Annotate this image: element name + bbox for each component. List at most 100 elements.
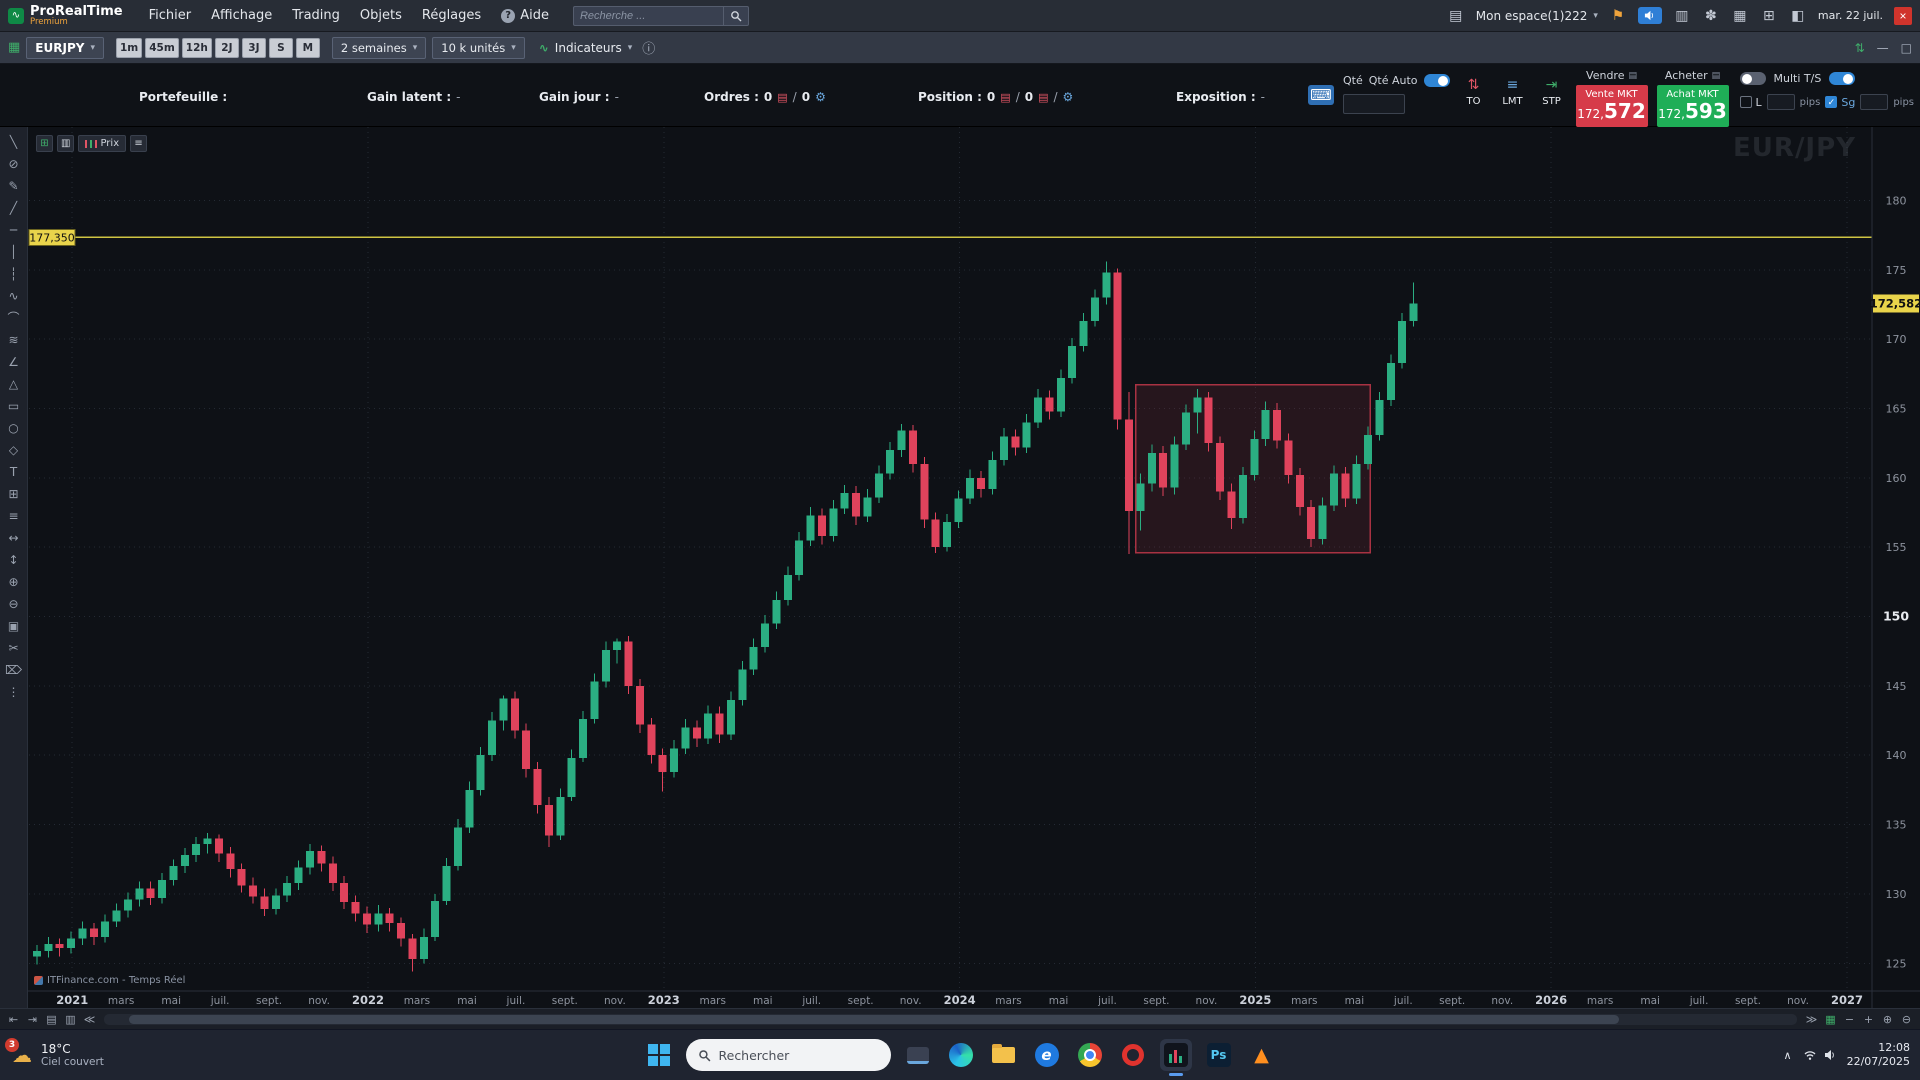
tool-19[interactable]: ↕: [8, 552, 19, 567]
taskbar-app-desktop[interactable]: [902, 1039, 934, 1071]
add-panel-icon[interactable]: ⊞: [36, 135, 53, 152]
sell-ladder-icon[interactable]: ▤: [1628, 70, 1637, 81]
tf-btn-12h[interactable]: 12h: [181, 37, 212, 58]
tool-14[interactable]: ◇: [8, 442, 19, 457]
stp-order-button[interactable]: ⇥ STP: [1537, 77, 1567, 107]
position-settings-icon[interactable]: ⚙: [1062, 90, 1074, 104]
menu-item-r-glages[interactable]: Réglages: [421, 7, 482, 23]
tray-chevron-icon[interactable]: ∧: [1783, 1048, 1792, 1062]
orders-settings-icon[interactable]: ⚙: [815, 90, 826, 104]
taskbar-app-chrome[interactable]: [1074, 1039, 1106, 1071]
info-icon[interactable]: ⓘ: [642, 42, 656, 57]
menu-item-fichier[interactable]: Fichier: [148, 7, 192, 23]
tool-11[interactable]: △: [8, 376, 19, 391]
lmt-order-button[interactable]: ≡ LMT: [1498, 77, 1528, 107]
candlestick-chart[interactable]: 180 175 170 165 160 155 150 145 140 135 130 125 2021…: [0, 127, 1920, 1008]
limit-pips-input[interactable]: [1766, 94, 1795, 110]
symbol-dropdown[interactable]: EURJPY ▾: [26, 36, 104, 59]
sb-ic-4[interactable]: ≪: [83, 1012, 96, 1026]
taskbar-app-prorealtime[interactable]: [1159, 1039, 1192, 1076]
scrollbar-thumb[interactable]: [129, 1014, 1620, 1024]
menu-item-objets[interactable]: Objets: [359, 7, 402, 23]
sb-ic-5[interactable]: ⊖: [1901, 1012, 1912, 1026]
taskbar-app-browser[interactable]: e: [1031, 1039, 1063, 1071]
tf-btn-m[interactable]: M: [295, 37, 320, 58]
to-order-button[interactable]: ⇅ TO: [1459, 77, 1489, 107]
system-tray[interactable]: [1803, 1049, 1836, 1061]
tool-20[interactable]: ⊕: [8, 574, 19, 589]
taskbar-search[interactable]: Rechercher: [685, 1039, 891, 1071]
taskbar-app-photoshop[interactable]: Ps: [1203, 1039, 1235, 1071]
menu-item-affichage[interactable]: Affichage: [211, 7, 273, 23]
qty-auto-toggle[interactable]: [1423, 74, 1450, 87]
tool-8[interactable]: ⌒: [7, 311, 20, 325]
ts-toggle[interactable]: [1739, 72, 1766, 85]
trade-arrows-icon[interactable]: ⇅: [1854, 40, 1865, 55]
taskbar-weather[interactable]: ☁ 3 18°C Ciel couvert: [5, 1037, 104, 1069]
tf-btn-45m[interactable]: 45m: [145, 37, 179, 58]
apps-grid-icon[interactable]: ⊞: [1763, 7, 1775, 24]
flag-icon[interactable]: ⚑: [1611, 7, 1625, 24]
sb-ic-0[interactable]: ≫: [1805, 1012, 1818, 1026]
search-input[interactable]: [572, 5, 723, 26]
sell-market-button[interactable]: Vente MKT 172,572: [1575, 85, 1648, 127]
volume-icon[interactable]: [1637, 7, 1662, 24]
tool-12[interactable]: ▭: [7, 398, 20, 413]
position-list-icon[interactable]: ▤: [1000, 90, 1011, 104]
maximize-icon[interactable]: □: [1900, 40, 1912, 55]
chart-icon[interactable]: ▦: [8, 40, 21, 55]
tool-3[interactable]: ╱: [9, 200, 18, 215]
sg-pips-input[interactable]: [1860, 94, 1889, 110]
sb-ic-2[interactable]: ▤: [46, 1012, 57, 1026]
taskbar-app-edge[interactable]: [945, 1039, 977, 1071]
chart-scrollbar[interactable]: [104, 1013, 1797, 1025]
sb-ic-3[interactable]: +: [1863, 1012, 1874, 1026]
tool-4[interactable]: ─: [9, 222, 18, 237]
keyboard-icon[interactable]: ⌨: [1307, 85, 1334, 105]
tool-t[interactable]: T: [9, 464, 18, 479]
orders-list-icon[interactable]: ▤: [777, 90, 788, 104]
sb-ic-3[interactable]: ▥: [65, 1012, 76, 1026]
tf-btn-3j[interactable]: 3J: [241, 37, 266, 58]
tool-10[interactable]: ∠: [8, 354, 19, 369]
print-icon[interactable]: ▤: [1449, 7, 1463, 24]
sb-ic-4[interactable]: ⊕: [1882, 1012, 1893, 1026]
close-icon[interactable]: ×: [1894, 6, 1912, 25]
position-detail-icon[interactable]: ▤: [1038, 90, 1049, 104]
tool-9[interactable]: ≋: [8, 332, 19, 347]
limit-checkbox[interactable]: L: [1739, 96, 1762, 109]
buy-market-button[interactable]: Achat MKT 172,593: [1656, 85, 1729, 127]
signal-icon[interactable]: ◧: [1791, 7, 1805, 24]
sb-ic-0[interactable]: ⇤: [8, 1012, 19, 1026]
sg-checkbox[interactable]: ✓ Sg: [1825, 96, 1855, 109]
sb-ic-1[interactable]: ▦: [1825, 1012, 1836, 1026]
menu-item-aide[interactable]: ? Aide: [491, 8, 559, 23]
start-button[interactable]: [643, 1039, 675, 1071]
minimize-icon[interactable]: —: [1876, 40, 1889, 55]
quantity-input[interactable]: [1342, 94, 1405, 114]
tool-23[interactable]: ✂: [8, 640, 19, 655]
buy-ladder-icon[interactable]: ▤: [1711, 70, 1721, 81]
workspace-dropdown[interactable]: Mon espace(1)222 ▾: [1476, 9, 1598, 23]
tf-btn-1m[interactable]: 1m: [115, 37, 143, 58]
tool-18[interactable]: ↔: [8, 530, 19, 545]
taskbar-app-vlc[interactable]: ▲: [1246, 1039, 1278, 1071]
tool-6[interactable]: ┆: [9, 266, 18, 281]
sb-ic-2[interactable]: −: [1844, 1012, 1855, 1026]
units-dropdown[interactable]: 10 k unités ▾: [432, 36, 525, 59]
tool-1[interactable]: ⊘: [8, 156, 19, 171]
sb-ic-1[interactable]: ⇥: [27, 1012, 38, 1026]
search-icon[interactable]: [722, 5, 749, 26]
price-panel-tab[interactable]: Prix: [78, 135, 127, 152]
users-icon[interactable]: ▥: [1675, 7, 1689, 24]
calendar-icon[interactable]: ▦: [1733, 7, 1747, 24]
plant-icon[interactable]: ✽: [1705, 7, 1717, 24]
tool-13[interactable]: ○: [8, 420, 19, 435]
taskbar-clock[interactable]: 12:08 22/07/2025: [1847, 1041, 1910, 1069]
indicators-dropdown[interactable]: ∿ Indicateurs ▾: [539, 41, 633, 55]
tool-2[interactable]: ✎: [8, 178, 19, 193]
tool-17[interactable]: ≡: [8, 508, 19, 523]
tool-16[interactable]: ⊞: [8, 486, 19, 501]
menu-item-trading[interactable]: Trading: [292, 7, 340, 23]
taskbar-app-opera[interactable]: [1117, 1039, 1149, 1071]
